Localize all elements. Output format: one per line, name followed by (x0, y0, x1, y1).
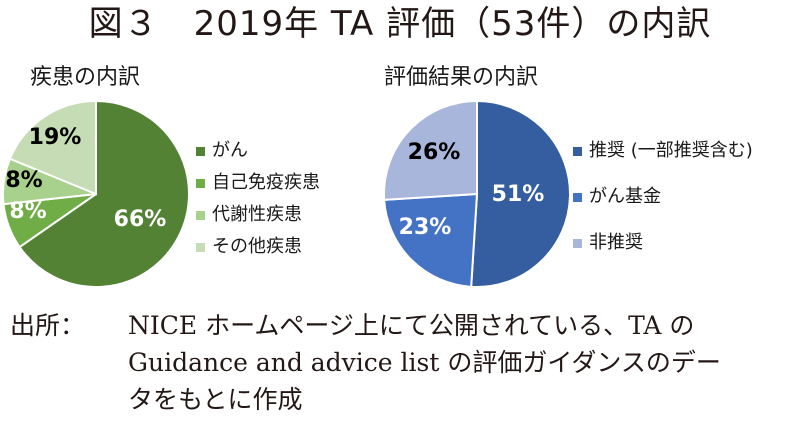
legend-swatch-icon (573, 192, 582, 202)
legend-label: 代謝性疾患 (212, 204, 302, 225)
disease-pie-chart: 66% 8% 8% 19% (2, 99, 190, 288)
legend-item: 自己免疫疾患 (196, 172, 320, 194)
figure-title: 図３ 2019年 TA 評価（53件）の内訳 (88, 4, 712, 44)
evaluation-pie-chart: 51% 23% 26% (383, 99, 571, 288)
legend-label: がん (212, 140, 248, 161)
source-line-3: タをもとに作成 (128, 385, 303, 414)
legend-label: がん基金 (589, 186, 661, 207)
legend-item: その他疾患 (196, 236, 302, 258)
source-line-1: NICE ホームページ上にて公開されている、TA の (128, 311, 695, 340)
chart-1-title: 疾患の内訳 (30, 65, 141, 90)
legend-swatch-icon (196, 146, 205, 156)
slice-percentage-label: 26% (408, 140, 461, 165)
slice-percentage-label: 19% (29, 125, 82, 150)
slice-percentage-label: 8% (5, 168, 42, 193)
legend-label: 推奨 (一部推奨含む) (589, 140, 753, 161)
pie-slice (18, 99, 190, 288)
evaluation-legend: 推奨 (一部推奨含む) がん基金非推奨 (573, 140, 793, 270)
legend-item: がん (196, 140, 248, 162)
source-label: 出所： (10, 311, 86, 340)
source-body: NICE ホームページ上にて公開されている、TA の Guidance and … (128, 307, 800, 418)
legend-label: 自己免疫疾患 (212, 172, 320, 193)
slice-percentage-label: 23% (399, 215, 452, 240)
legend-item: 非推奨 (573, 232, 643, 254)
legend-swatch-icon (196, 242, 205, 252)
pie-slice (383, 192, 479, 288)
legend-swatch-icon (196, 178, 205, 188)
chart-2-title: 評価結果の内訳 (384, 65, 539, 90)
source-line-2: Guidance and advice list の評価ガイダンスのデー (128, 348, 721, 377)
legend-swatch-icon (573, 146, 582, 156)
legend-item: がん基金 (573, 186, 661, 208)
slice-percentage-label: 51% (492, 182, 545, 207)
legend-label: その他疾患 (212, 236, 302, 257)
pie-slice (470, 99, 571, 288)
pie-slice (8, 99, 97, 196)
legend-item: 推奨 (一部推奨含む) (573, 140, 753, 162)
legend-label: 非推奨 (589, 232, 643, 253)
legend-swatch-icon (196, 210, 205, 220)
disease-legend: がん自己免疫疾患 代謝性疾患その他疾患 (196, 140, 366, 260)
slice-percentage-label: 8% (9, 199, 46, 224)
slice-percentage-label: 66% (114, 207, 167, 232)
legend-item: 代謝性疾患 (196, 204, 302, 226)
pie-slice (383, 99, 478, 201)
legend-swatch-icon (573, 238, 582, 248)
